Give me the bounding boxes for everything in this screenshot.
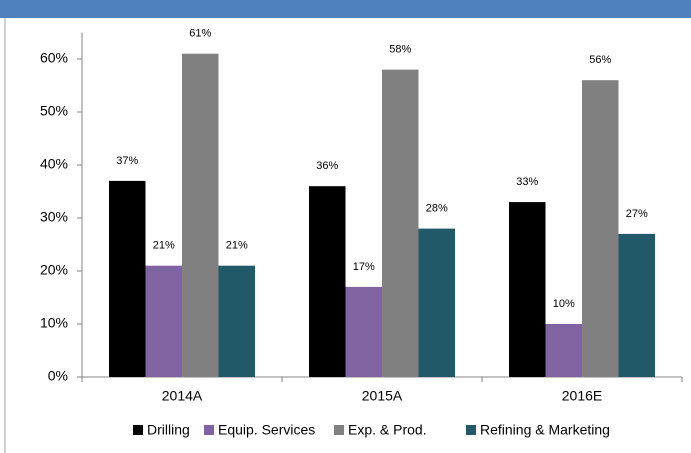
value-label: 58% — [389, 44, 411, 56]
bar — [418, 228, 455, 377]
legend-swatch — [334, 425, 344, 435]
y-tick-label: 20% — [40, 262, 68, 278]
bar — [618, 233, 655, 377]
x-tick-label: 2016E — [562, 388, 602, 404]
value-label: 36% — [316, 160, 338, 172]
y-tick-label: 60% — [40, 50, 68, 66]
bar — [218, 265, 255, 377]
y-tick-label: 40% — [40, 156, 68, 172]
legend-label: Equip. Services — [218, 422, 315, 438]
legend-swatch — [204, 425, 214, 435]
value-label: 37% — [116, 155, 138, 167]
x-tick-label: 2015A — [362, 388, 403, 404]
legend-label: Exp. & Prod. — [348, 422, 427, 438]
y-tick-label: 30% — [40, 209, 68, 225]
header-bar — [0, 0, 691, 18]
bar — [109, 180, 146, 377]
bar — [382, 69, 419, 377]
bar — [345, 286, 382, 377]
legend-label: Drilling — [147, 422, 190, 438]
value-label: 27% — [626, 208, 648, 220]
value-label: 33% — [516, 176, 538, 188]
legend-label: Refining & Marketing — [480, 422, 610, 438]
value-label: 28% — [426, 203, 448, 215]
y-tick-label: 50% — [40, 103, 68, 119]
y-tick-label: 0% — [48, 368, 68, 384]
value-label: 21% — [153, 240, 175, 252]
bar — [145, 265, 182, 377]
legend-swatch — [466, 425, 476, 435]
bar — [182, 53, 219, 377]
y-tick-label: 10% — [40, 315, 68, 331]
value-label: 10% — [553, 298, 575, 310]
legend-swatch — [133, 425, 143, 435]
bar — [509, 202, 546, 377]
x-tick-label: 2014A — [162, 388, 203, 404]
value-label: 17% — [353, 261, 375, 273]
bar — [309, 186, 346, 377]
value-label: 21% — [226, 240, 248, 252]
value-label: 61% — [189, 28, 211, 40]
bar — [545, 324, 582, 377]
value-label: 56% — [589, 54, 611, 66]
bar — [582, 80, 619, 377]
